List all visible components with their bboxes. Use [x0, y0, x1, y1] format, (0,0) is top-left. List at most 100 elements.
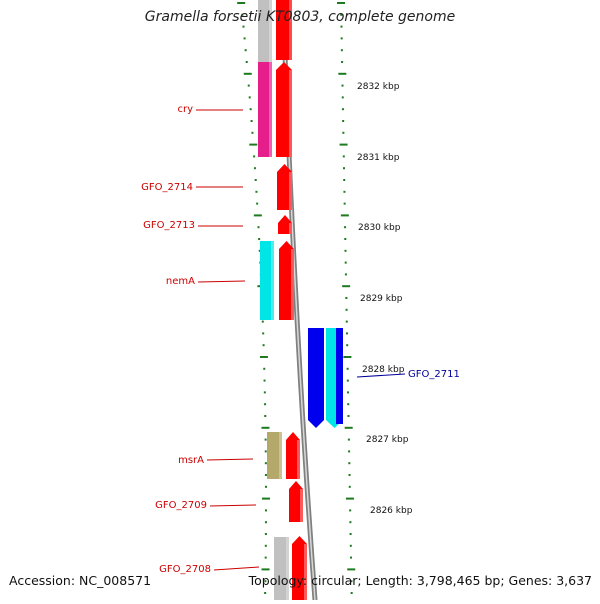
tick-mark — [257, 226, 260, 229]
tick-mark — [340, 37, 343, 40]
tick-mark — [261, 320, 264, 323]
gene-label-leader-line — [356, 373, 406, 378]
tick-mark — [337, 2, 346, 4]
tick-mark — [242, 25, 245, 28]
tick-mark — [346, 379, 349, 382]
tick-mark — [253, 214, 262, 217]
feature-cog-bar — [336, 328, 343, 424]
genome-stats-text: Topology: circular; Length: 3,798,465 bp… — [248, 573, 592, 588]
tick-mark — [258, 249, 261, 252]
tick-mark — [340, 49, 343, 52]
tick-mark — [262, 344, 265, 347]
accession-text: Accession: NC_008571 — [9, 573, 152, 588]
feature-gene-arrow-shade — [289, 223, 292, 234]
feature-cog-bar-shade — [286, 537, 289, 600]
tick-mark — [264, 533, 267, 535]
feature-cog-bar — [258, 0, 272, 62]
tick-mark — [264, 415, 267, 417]
feature-gene-arrow — [278, 215, 292, 234]
tick-mark — [248, 96, 251, 99]
tick-mark — [345, 320, 348, 323]
tick-mark — [264, 462, 267, 465]
feature-gene-arrow — [292, 536, 307, 600]
tick-mark — [344, 261, 347, 264]
gene-label-leader-line — [213, 566, 260, 571]
tick-mark — [343, 167, 346, 170]
scale-label: 2827 kbp — [366, 435, 409, 445]
tick-marks-layer — [237, 2, 356, 594]
scale-label: 2826 kbp — [370, 506, 413, 516]
tick-mark — [263, 379, 266, 382]
tick-mark — [264, 450, 267, 453]
tick-mark — [261, 568, 270, 571]
tick-mark — [243, 37, 246, 40]
tick-mark — [264, 509, 267, 512]
tick-mark — [341, 108, 344, 111]
tick-mark — [249, 143, 258, 146]
tick-mark — [250, 120, 253, 122]
tick-mark — [251, 131, 254, 134]
tick-mark — [348, 462, 351, 465]
tick-mark — [349, 509, 352, 512]
tick-mark — [339, 143, 348, 146]
tick-mark — [264, 403, 267, 406]
tick-mark — [249, 108, 252, 111]
tick-mark — [342, 131, 345, 134]
gene-label: GFO_2714 — [141, 182, 193, 193]
tick-mark — [253, 167, 256, 170]
scale-label: 2828 kbp — [362, 365, 405, 375]
tick-mark — [245, 61, 248, 63]
tick-mark — [261, 497, 270, 500]
tick-mark — [264, 521, 267, 524]
tick-mark — [244, 49, 247, 52]
feature-gene-arrow-shade — [291, 249, 294, 320]
feature-gene-arrow-shade — [297, 440, 300, 479]
tick-mark — [264, 580, 267, 583]
tick-mark — [259, 356, 268, 358]
tick-mark — [349, 521, 352, 524]
gene-labels-layer: cry GFO_2714 GFO_2713 nemA GFO_2711 msrA GFO_2… — [141, 104, 460, 575]
tick-mark — [347, 391, 350, 394]
tick-mark — [343, 356, 352, 358]
feature-gene-arrow-shade — [289, 0, 292, 60]
tick-mark — [264, 592, 267, 594]
feature-gene-arrow-shade — [289, 172, 292, 210]
gene-label: nemA — [166, 276, 195, 287]
feature-cog-bar — [258, 62, 272, 157]
tick-mark — [349, 544, 352, 547]
tick-mark — [350, 580, 353, 583]
tick-mark — [342, 120, 345, 122]
tick-mark — [253, 155, 256, 158]
feature-gene-arrow — [279, 241, 294, 320]
scale-label: 2832 kbp — [357, 82, 400, 92]
feature-cog-bar — [274, 537, 289, 600]
tick-mark — [348, 474, 351, 476]
tick-mark — [346, 367, 349, 370]
tick-mark — [347, 415, 350, 417]
tick-mark — [340, 25, 343, 28]
tick-mark — [343, 190, 346, 193]
tick-mark — [263, 391, 266, 394]
tick-mark — [258, 238, 261, 240]
tick-mark — [264, 556, 267, 559]
map-title: Gramella forsetii KT0803, complete genom… — [144, 9, 456, 25]
tick-mark — [344, 273, 347, 276]
tick-mark — [349, 533, 352, 535]
gene-label: GFO_2709 — [155, 500, 207, 511]
tick-mark — [261, 426, 270, 429]
tick-mark — [345, 308, 348, 311]
tick-mark — [341, 84, 344, 87]
scale-label: 2831 kbp — [357, 153, 400, 163]
gene-label-leader-line — [197, 280, 246, 283]
tick-mark — [341, 61, 344, 63]
gene-label: GFO_2711 — [408, 369, 460, 380]
feature-gene-arrow-shade — [289, 70, 292, 157]
gene-label: msrA — [178, 455, 204, 466]
tick-mark — [247, 84, 250, 87]
tick-mark — [350, 556, 353, 559]
tick-mark — [344, 249, 347, 252]
tick-mark — [338, 72, 347, 75]
tick-mark — [342, 285, 351, 288]
gene-features-layer — [258, 0, 343, 600]
tick-mark — [342, 155, 345, 158]
